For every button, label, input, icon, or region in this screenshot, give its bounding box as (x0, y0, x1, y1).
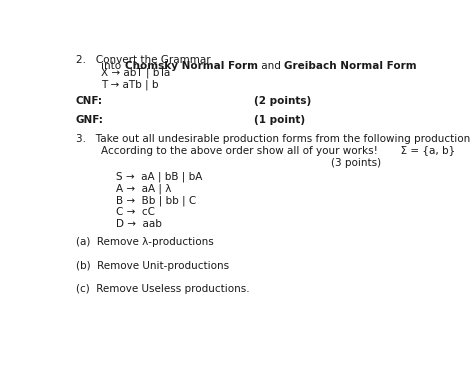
Text: (2 points): (2 points) (254, 97, 311, 106)
Text: C →  cC: C → cC (116, 207, 155, 217)
Text: (1 point): (1 point) (254, 115, 305, 125)
Text: CNF:: CNF: (76, 97, 103, 106)
Text: and: and (258, 62, 284, 71)
Text: X → abT | bTa: X → abT | bTa (101, 68, 171, 78)
Text: (c)  Remove Useless productions.: (c) Remove Useless productions. (76, 284, 249, 294)
Text: D →  aab: D → aab (116, 219, 162, 229)
Text: (b)  Remove Unit-productions: (b) Remove Unit-productions (76, 261, 229, 271)
Text: (3 points): (3 points) (331, 158, 381, 168)
Text: 3.   Take out all undesirable production forms from the following production rul: 3. Take out all undesirable production f… (76, 134, 474, 144)
Text: B →  Bb | bb | C: B → Bb | bb | C (116, 195, 196, 206)
Text: S →  aA | bB | bA: S → aA | bB | bA (116, 171, 202, 182)
Text: A →  aA | λ: A → aA | λ (116, 183, 172, 194)
Text: T → aTb | b: T → aTb | b (101, 79, 159, 90)
Text: GNF:: GNF: (76, 115, 104, 125)
Text: 2.   Convert the Grammar: 2. Convert the Grammar (76, 55, 210, 65)
Text: (a)  Remove λ-productions: (a) Remove λ-productions (76, 237, 213, 247)
Text: Chomsky Normal Form: Chomsky Normal Form (125, 62, 258, 71)
Text: into: into (101, 62, 125, 71)
Text: Greibach Normal Form: Greibach Normal Form (284, 62, 417, 71)
Text: According to the above order show all of your works!       Σ = {a, b}: According to the above order show all of… (101, 146, 456, 156)
